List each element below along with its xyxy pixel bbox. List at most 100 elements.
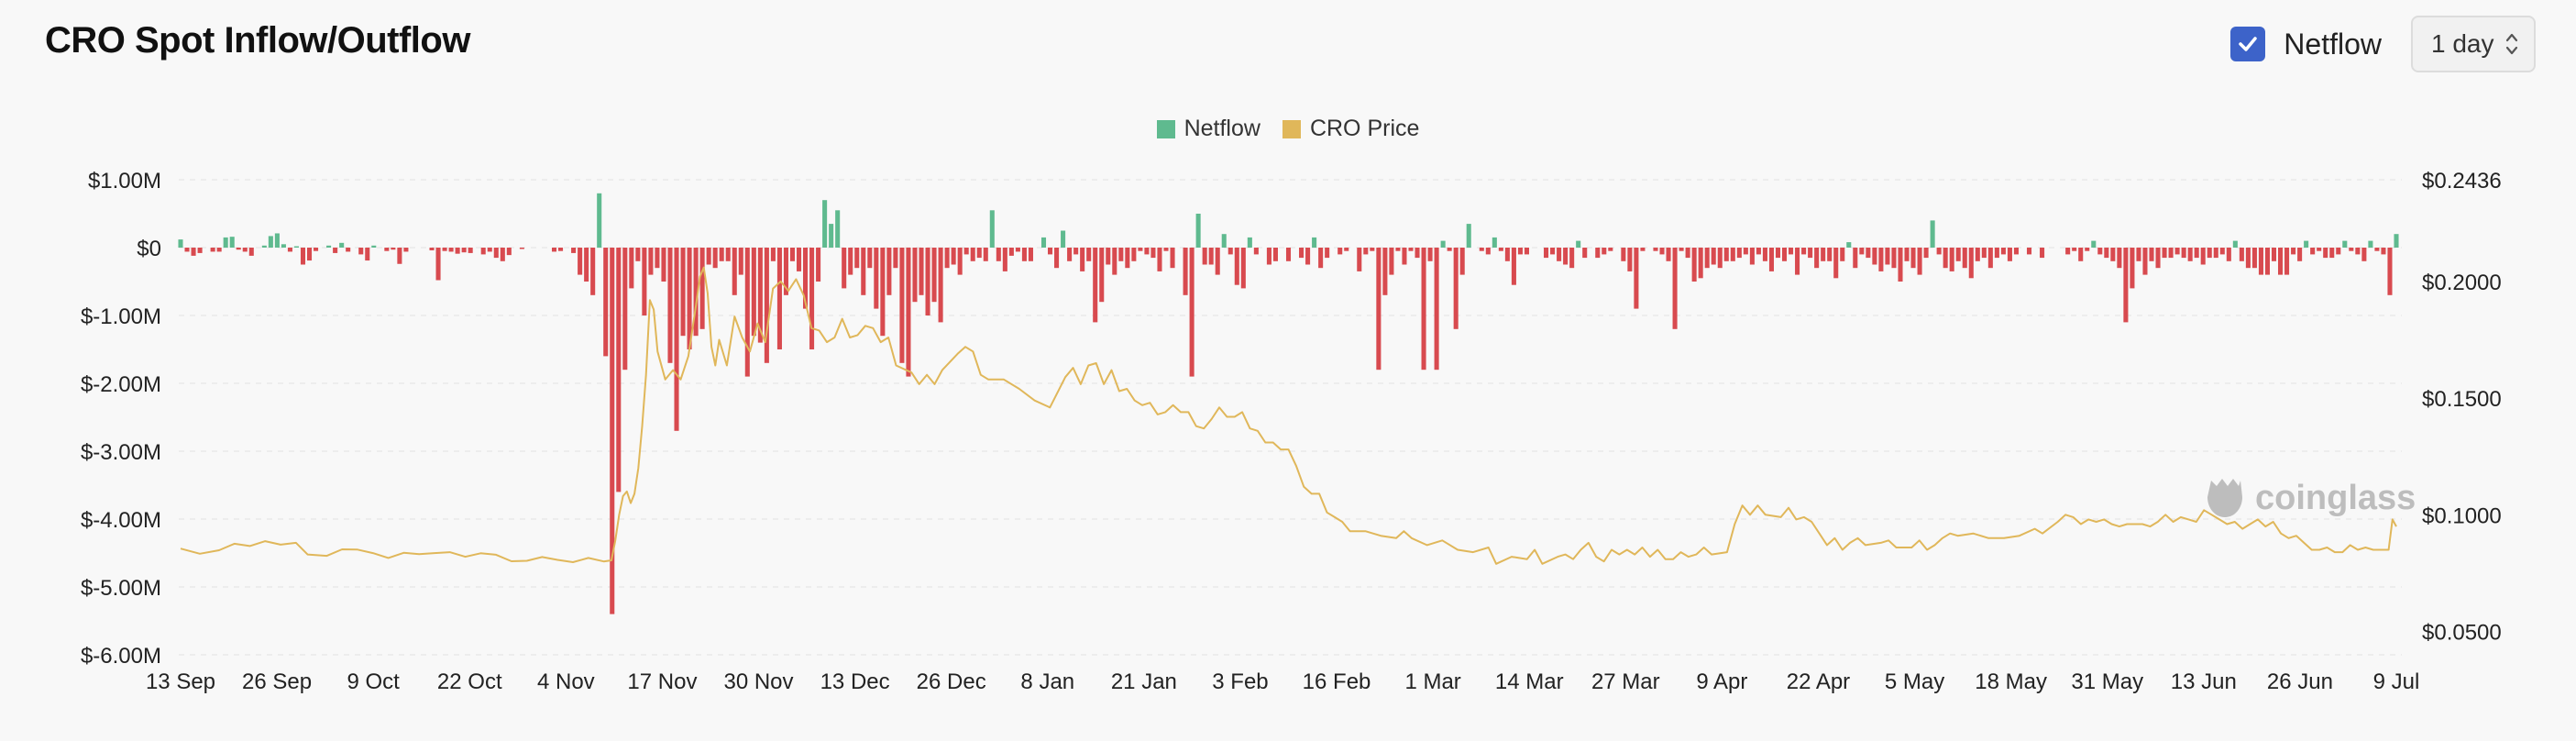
netflow-bar xyxy=(1885,248,1890,265)
netflow-bar xyxy=(757,248,763,343)
x-tick-label: 5 May xyxy=(1885,669,1944,694)
netflow-bar xyxy=(989,210,995,248)
netflow-bar xyxy=(2329,248,2335,259)
netflow-bar xyxy=(1080,248,1085,271)
netflow-bar xyxy=(1981,248,1987,259)
netflow-bar xyxy=(1859,248,1865,255)
x-tick-label: 26 Jun xyxy=(2267,669,2333,694)
netflow-bar xyxy=(2258,248,2263,275)
netflow-bar xyxy=(1711,248,1716,265)
netflow-bar xyxy=(732,248,737,295)
netflow-bar xyxy=(1447,248,1452,251)
netflow-bar xyxy=(1936,248,1942,255)
netflow-bar xyxy=(1215,248,1220,275)
netflow-bar xyxy=(2097,248,2103,255)
netflow-bar xyxy=(616,248,622,492)
netflow-bar xyxy=(1118,248,1124,261)
netflow-bar xyxy=(300,248,306,265)
netflow-bar xyxy=(776,248,782,349)
netflow-bar xyxy=(2304,240,2309,248)
netflow-bar xyxy=(1679,248,1684,251)
page-title: CRO Spot Inflow/Outflow xyxy=(45,20,470,61)
netflow-bar xyxy=(2271,248,2277,261)
netflow-bar xyxy=(1563,248,1569,265)
netflow-bar xyxy=(242,248,248,252)
netflow-bar xyxy=(461,248,467,253)
netflow-bar xyxy=(1247,237,1252,248)
x-tick-label: 13 Sep xyxy=(146,669,215,694)
netflow-bar xyxy=(1106,248,1111,265)
legend-item-netflow[interactable]: Netflow xyxy=(1156,116,1260,142)
netflow-bar xyxy=(829,224,834,248)
netflow-bar xyxy=(983,248,988,261)
netflow-bar xyxy=(635,248,641,261)
netflow-bar xyxy=(1672,248,1678,329)
netflow-bar xyxy=(1434,248,1439,370)
netflow-bar xyxy=(648,248,654,275)
netflow-bar xyxy=(480,248,486,255)
netflow-bar xyxy=(1253,248,1259,255)
netflow-bar xyxy=(912,248,918,303)
netflow-bar xyxy=(603,248,609,357)
netflow-bar xyxy=(1131,248,1137,261)
interval-select[interactable]: 1 day xyxy=(2411,16,2536,72)
x-tick-label: 14 Mar xyxy=(1495,669,1564,694)
netflow-bar xyxy=(931,248,937,303)
netflow-bar xyxy=(487,248,492,252)
netflow-bar xyxy=(2091,240,2097,248)
netflow-bar xyxy=(1338,248,1343,255)
netflow-bar xyxy=(2207,248,2212,259)
netflow-bar xyxy=(816,248,821,282)
netflow-bar xyxy=(1685,248,1690,259)
netflow-bar xyxy=(1653,248,1658,251)
netflow-bar xyxy=(391,248,396,250)
netflow-bar xyxy=(223,237,228,248)
netflow-bar xyxy=(803,248,809,309)
netflow-checkbox[interactable] xyxy=(2230,27,2266,61)
netflow-bar xyxy=(1557,248,1562,261)
netflow-bar xyxy=(1021,248,1027,261)
netflow-bar xyxy=(178,239,183,248)
netflow-bar xyxy=(1621,248,1626,261)
netflow-bar xyxy=(1923,248,1929,259)
netflow-bar xyxy=(1357,248,1362,271)
netflow-bar xyxy=(2162,248,2167,259)
y-left-tick-label: $1.00M xyxy=(88,169,161,194)
netflow-bar xyxy=(197,248,203,253)
x-tick-label: 22 Oct xyxy=(437,669,502,694)
netflow-bar xyxy=(764,248,769,363)
netflow-toggle-label[interactable]: Netflow xyxy=(2284,27,2382,61)
x-tick-label: 9 Apr xyxy=(1696,669,1747,694)
y-right-tick-label: $0.2000 xyxy=(2422,271,2502,295)
netflow-bar xyxy=(2349,248,2354,251)
netflow-bar xyxy=(1517,248,1523,255)
y-right-tick-label: $0.1000 xyxy=(2422,503,2502,528)
netflow-bar xyxy=(1962,248,1967,269)
netflow-bar xyxy=(1305,248,1311,265)
netflow-bar xyxy=(365,248,370,261)
y-left-tick-label: $0 xyxy=(137,237,161,261)
y-right-tick-label: $0.1500 xyxy=(2422,387,2502,412)
netflow-bar xyxy=(1285,248,1292,261)
netflow-bar xyxy=(2323,248,2328,259)
netflow-bar xyxy=(699,248,705,329)
netflow-bar xyxy=(2174,248,2180,255)
netflow-bar xyxy=(210,248,215,252)
netflow-bar xyxy=(880,248,886,337)
netflow-bar xyxy=(2297,248,2303,261)
netflow-bar xyxy=(2291,248,2296,255)
netflow-bar xyxy=(1582,248,1588,259)
netflow-bar xyxy=(1498,248,1503,251)
netflow-bar xyxy=(2117,248,2122,269)
legend-item-price[interactable]: CRO Price xyxy=(1282,116,1419,142)
netflow-bar xyxy=(629,248,634,289)
netflow-bar xyxy=(2123,248,2129,323)
netflow-bar xyxy=(2232,240,2238,248)
netflow-bar xyxy=(886,248,892,295)
netflow-bar xyxy=(578,248,583,275)
netflow-bar xyxy=(770,248,776,261)
netflow-bar xyxy=(2013,248,2019,255)
netflow-bar xyxy=(403,248,409,252)
netflow-bar xyxy=(1898,248,1903,282)
netflow-bar xyxy=(970,248,975,261)
